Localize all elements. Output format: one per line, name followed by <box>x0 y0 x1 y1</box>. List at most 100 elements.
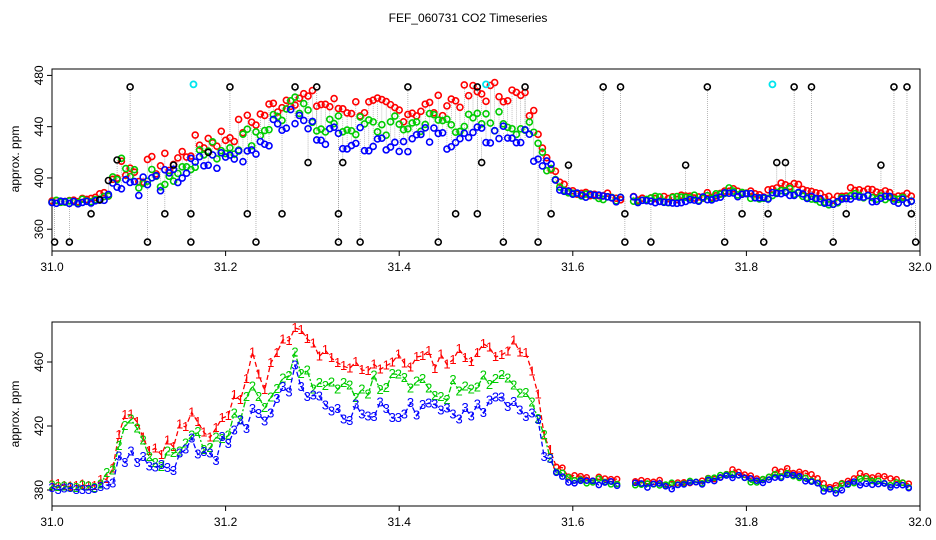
top-red-point <box>460 81 469 89</box>
bottom-series-1-marker: 1 <box>522 345 529 360</box>
top-blue-point <box>469 128 477 137</box>
top-black-point <box>564 161 573 169</box>
bottom-series-1-marker: 1 <box>182 419 189 434</box>
bottom-series-3-point <box>565 479 572 486</box>
bottom-series-1-marker: 1 <box>133 414 140 429</box>
top-red-point <box>421 100 430 108</box>
bottom-series-1-marker: 1 <box>407 360 414 375</box>
top-red-point <box>360 108 369 117</box>
bottom-series-1-marker: 1 <box>109 460 116 475</box>
top-green-point <box>325 115 334 124</box>
bottom-series-2-marker: 2 <box>340 375 347 390</box>
bottom-series-3-point <box>887 484 894 491</box>
bottom-series-3-point <box>583 477 591 485</box>
top-blue-point <box>226 151 234 159</box>
top-blue-point <box>239 157 247 166</box>
bottom-series-3-point <box>710 477 718 485</box>
bottom-series-2-marker: 2 <box>510 377 517 392</box>
bottom-series-2-marker: 2 <box>534 411 541 426</box>
chart-title: FEF_060731 CO2 Timeseries <box>389 11 548 25</box>
top-black-point <box>911 238 920 246</box>
bottom-series-1-marker: 1 <box>200 424 207 439</box>
bottom-series-3-marker: 3 <box>401 406 408 421</box>
bottom-series-1-marker: 1 <box>103 471 110 486</box>
top-green-point <box>161 180 169 189</box>
top-red-point <box>451 96 460 105</box>
bottom-series-2-point <box>559 469 566 477</box>
top-black-point <box>187 238 195 246</box>
top-green-point <box>282 105 291 113</box>
bottom-series-3-marker: 3 <box>462 400 469 415</box>
top-red-point <box>495 92 503 101</box>
bottom-series-3-point <box>595 481 603 489</box>
bottom-series-2-marker: 2 <box>73 480 80 495</box>
top-green-point <box>121 164 130 173</box>
bottom-series-1-point <box>747 472 755 480</box>
top-red-point <box>703 188 712 197</box>
bottom-series-2-marker: 2 <box>316 375 323 390</box>
top-xtick-label: 31.4 <box>388 260 412 274</box>
top-blue-point <box>868 198 877 206</box>
bottom-series-2-marker: 2 <box>522 385 529 400</box>
bottom-series-3-point <box>638 480 645 487</box>
bottom-series-1-marker: 1 <box>127 407 134 422</box>
top-blue-point <box>716 193 725 202</box>
top-black-point <box>338 158 347 167</box>
top-black-point <box>451 210 460 218</box>
top-blue-point <box>768 188 777 197</box>
top-green-point <box>135 184 143 192</box>
bottom-series-2-point <box>595 475 603 482</box>
top-blue-point <box>725 189 733 197</box>
top-blue-point <box>460 129 469 138</box>
top-black-point <box>499 238 508 246</box>
top-black-point <box>187 210 195 218</box>
bottom-series-1-marker: 1 <box>413 349 420 364</box>
top-red-point <box>425 98 434 107</box>
top-blue-point <box>764 195 772 203</box>
top-red-point <box>108 175 117 184</box>
bottom-series-1-marker: 1 <box>54 476 61 491</box>
top-red-point <box>443 102 451 110</box>
top-blue-point <box>586 190 594 199</box>
bottom-series-2-marker: 2 <box>109 463 116 478</box>
top-blue-point <box>642 196 651 205</box>
bottom-series-2-marker: 2 <box>140 432 147 447</box>
bottom-series-2-marker: 2 <box>352 390 359 405</box>
bottom-series-3-marker: 3 <box>413 408 420 423</box>
bottom-series-3-point <box>856 481 864 489</box>
bottom-series-2-marker: 2 <box>91 480 98 495</box>
bottom-series-3-marker: 3 <box>67 480 74 495</box>
bottom-series-3-marker: 3 <box>261 413 268 428</box>
top-black-point <box>616 83 625 91</box>
bottom-series-1-marker: 1 <box>249 344 256 359</box>
top-blue-point <box>291 119 299 128</box>
top-blue-point <box>234 147 243 155</box>
bottom-series-2-marker: 2 <box>455 383 462 398</box>
bottom-series-1-marker: 1 <box>115 427 122 442</box>
top-green-point <box>451 128 460 136</box>
bottom-series-1-marker: 1 <box>97 472 104 487</box>
top-red-point <box>542 153 551 162</box>
bottom-series-1-marker: 1 <box>528 364 535 379</box>
top-blue-point <box>178 174 186 182</box>
top-blue-point <box>456 134 464 143</box>
top-blue-point <box>703 195 712 204</box>
top-green-point <box>716 190 725 198</box>
top-red-point <box>434 91 443 100</box>
bottom-series-2-marker: 2 <box>176 444 183 459</box>
top-blue-point <box>686 195 694 204</box>
bottom-series-2-marker: 2 <box>267 389 274 404</box>
bottom-series-3-marker: 3 <box>510 394 517 409</box>
bottom-series-2-marker: 2 <box>48 477 55 492</box>
bottom-series-1-marker: 1 <box>225 408 232 423</box>
bottom-series-3-point <box>650 480 657 488</box>
top-green-point <box>547 164 555 173</box>
bottom-series-3-point <box>735 471 742 479</box>
top-blue-point <box>408 134 417 143</box>
top-red-point <box>282 96 291 105</box>
top-black-point <box>647 238 655 246</box>
top-red-point <box>191 131 200 139</box>
bottom-series-1-marker: 1 <box>334 355 341 370</box>
top-black-point <box>703 83 712 91</box>
bottom-series-1-marker: 1 <box>285 333 292 348</box>
